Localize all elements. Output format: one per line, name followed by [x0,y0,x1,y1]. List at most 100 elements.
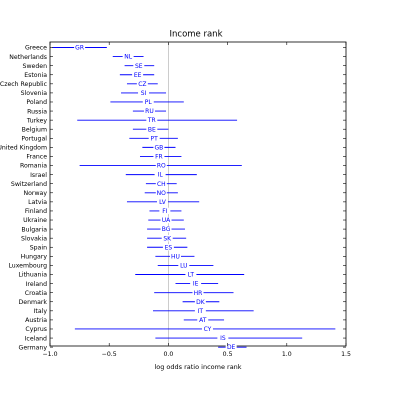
country-code-label: NO [157,190,166,197]
y-tick-label: Cyprus [25,326,47,333]
country-code-label: ES [165,244,173,251]
code-label-background [159,207,171,215]
country-row-de: DE [218,343,247,351]
code-label-background [194,298,206,305]
country-code-label: HU [171,253,180,260]
y-tick-label: Luxembourg [8,263,47,270]
y-tick-label: Ukraine [23,217,47,224]
y-tick-label: Switzerland [11,181,47,188]
country-row-no: NO [144,189,178,197]
country-code-label: GR [75,45,84,52]
code-label-background [156,198,168,206]
code-label-background [155,162,167,169]
country-code-label: HR [194,290,203,297]
y-tick-label: Netherlands [9,54,47,61]
y-tick-label: Croatia [25,290,47,297]
country-code-label: GB [155,144,164,151]
x-axis-label: log odds ratio income rank [154,363,241,371]
country-row-dk: DK [182,298,220,306]
x-tick-label: −0.5 [102,351,117,358]
country-code-label: CY [204,326,212,333]
y-tick-label: Israel [30,172,47,179]
country-code-label: CH [157,181,166,188]
code-label-background [153,153,165,160]
y-tick-label: Greece [25,45,47,52]
code-label-background [146,116,158,124]
y-tick-label: France [26,154,47,161]
code-label-background [155,180,167,187]
y-tick-label: Portugal [21,136,47,143]
country-row-pl: PL [110,98,184,106]
y-tick-label: Latvia [28,199,47,206]
code-label-background [160,216,172,224]
country-code-label: EE [134,72,142,79]
country-code-label: BE [148,126,156,133]
y-tick-label: Norway [24,190,48,197]
country-row-cz: CZ [126,80,158,88]
country-row-hu: HU [155,253,195,260]
y-tick-label: United Kingdom [0,145,47,152]
y-tick-label: Slovakia [21,235,47,242]
code-label-background [170,253,182,260]
code-label-background [190,280,202,287]
y-tick-label: Romania [20,163,47,170]
code-label-background [201,325,213,333]
country-row-fr: FR [139,153,182,161]
country-row-ro: RO [79,162,242,170]
country-code-label: SI [141,90,147,97]
country-row-es: ES [147,244,188,251]
country-row-lv: LV [126,198,200,206]
y-tick-label: Iceland [25,335,47,342]
x-tick-label: 0.0 [163,351,173,358]
country-row-fi: FI [149,207,182,215]
country-code-label: LU [180,263,187,270]
country-code-label: TR [147,117,156,124]
code-label-background [161,234,173,242]
country-code-label: CZ [138,81,146,88]
country-row-il: IL [125,171,197,179]
country-code-label: DK [196,299,206,306]
country-row-gr: GR [52,44,107,52]
code-label-background [136,80,148,88]
code-label-background [160,225,172,233]
country-code-label: IE [193,281,199,288]
chart-title: Income rank [170,30,223,40]
plot-frame [49,41,347,347]
country-code-label: IS [220,335,226,342]
country-row-ru: RU [132,107,167,115]
code-label-background [132,71,144,78]
country-code-label: RU [145,108,154,115]
country-code-label: NL [124,54,132,61]
country-code-label: SE [135,63,143,70]
y-tick-label: Germany [19,344,48,351]
country-row-bg: BG [147,225,185,233]
country-code-label: IL [158,172,164,179]
code-label-background [225,343,237,351]
country-code-label: PL [145,99,153,106]
country-row-lt: LT [135,271,245,279]
code-label-background [197,316,209,324]
country-code-label: BG [162,226,171,233]
code-label-background [178,262,190,269]
code-label-background [217,334,229,342]
y-tick-label: Turkey [26,117,47,124]
country-code-label: FR [155,154,163,161]
y-tick-label: Lithuania [18,272,47,279]
code-label-background [155,189,167,196]
y-tick-label: Bulgaria [21,226,47,233]
country-code-label: PT [151,135,159,142]
country-code-label: DE [227,344,236,351]
code-label-background [192,289,204,296]
country-row-sk: SK [147,234,187,242]
x-tick-label: −1.0 [42,351,57,358]
country-row-pt: PT [129,135,178,142]
code-label-background [185,271,197,278]
country-code-label: FI [162,208,167,215]
y-tick-label: Finland [25,208,47,215]
code-label-background [146,126,158,133]
country-row-si: SI [121,89,167,97]
code-label-background [162,244,174,251]
code-label-background [122,53,134,60]
country-row-it: IT [153,307,254,315]
